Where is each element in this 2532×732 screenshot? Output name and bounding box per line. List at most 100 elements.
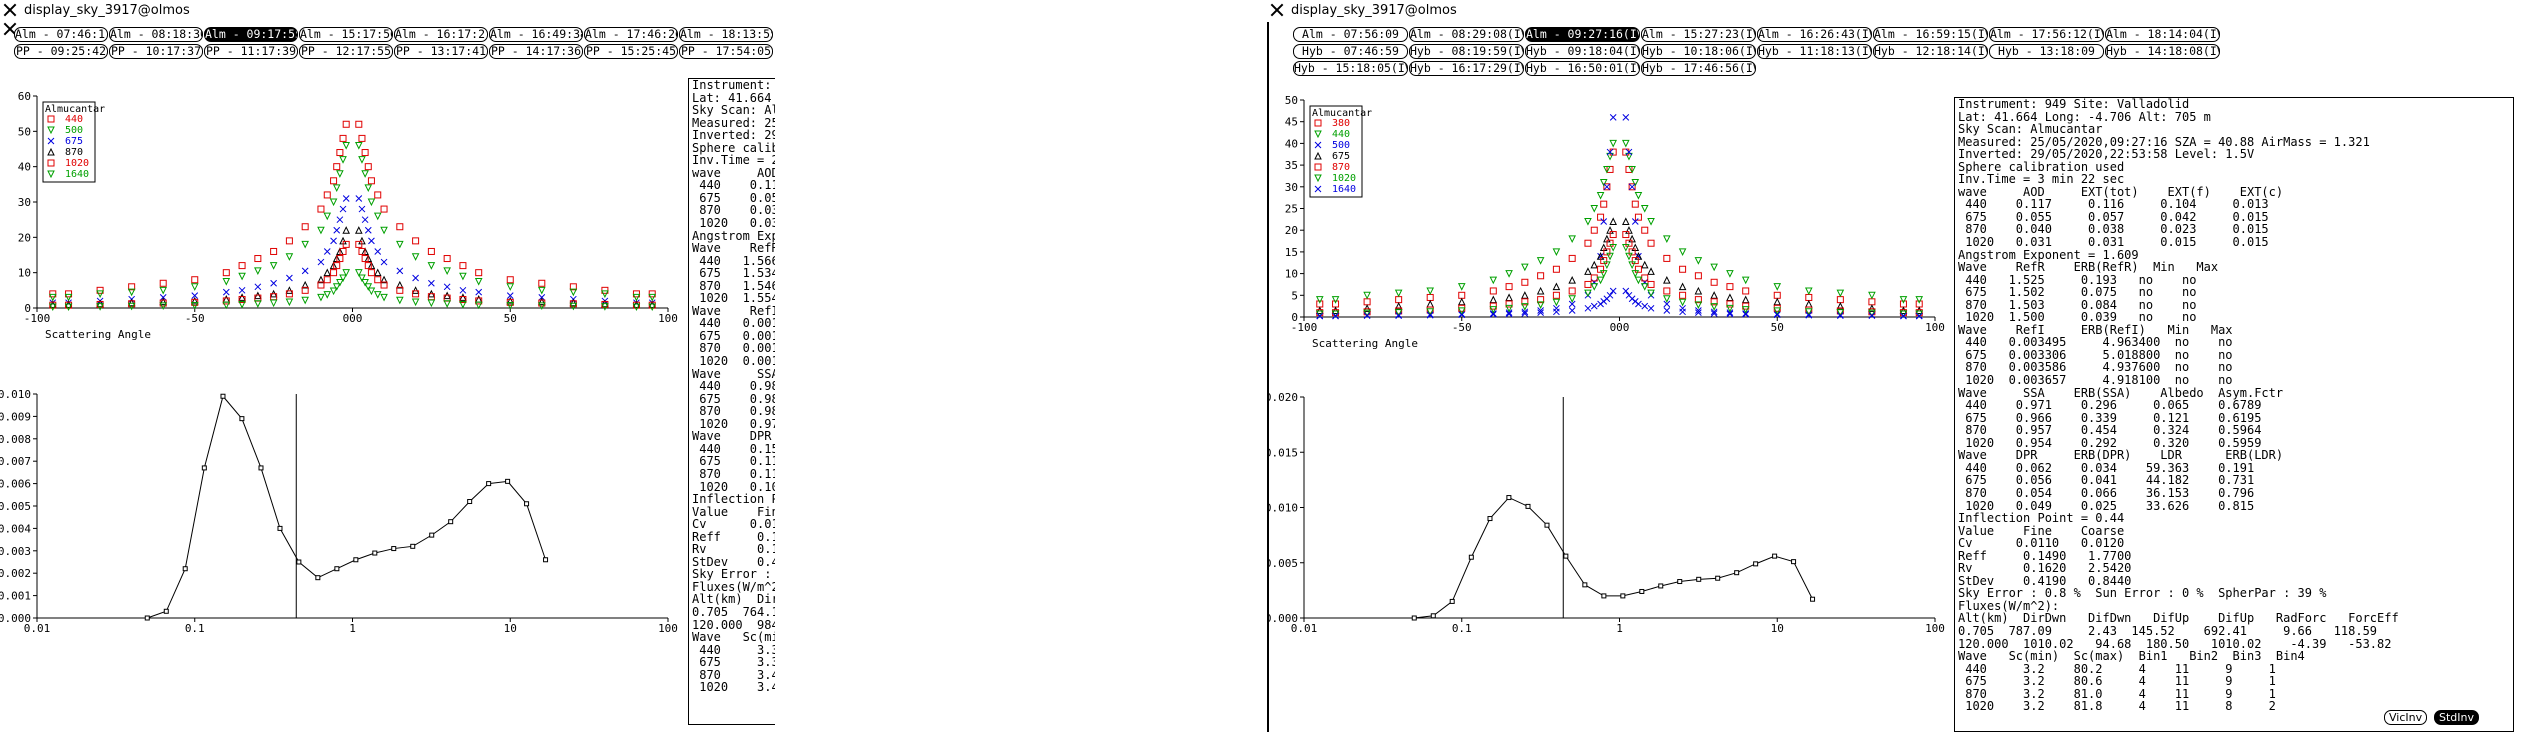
scan-button[interactable]: Hyb - 12:18:14(IV) — [1873, 44, 1988, 59]
data-point — [355, 226, 363, 234]
data-point — [475, 297, 483, 305]
scan-button[interactable]: Alm - 15:27:23(IV) — [1641, 27, 1756, 42]
scan-button[interactable]: Hyb - 07:46:59 — [1293, 44, 1408, 59]
scan-button[interactable]: Alm - 07:46:11 — [14, 27, 108, 42]
info-line: 675 0.966 0.339 0.121 0.6195 — [1958, 410, 2262, 425]
scan-button[interactable]: Hyb - 11:18:13(IV) — [1757, 44, 1872, 59]
data-point — [1521, 278, 1529, 286]
scan-button[interactable]: PP - 15:25:45 — [584, 44, 678, 59]
data-point — [1426, 308, 1435, 316]
data-point — [1625, 148, 1633, 156]
info-line: Sphere calibration used — [692, 140, 775, 155]
scan-button[interactable]: Hyb - 15:18:05(IV) — [1293, 61, 1408, 76]
y-tick-label: 0.020 — [1267, 391, 1298, 404]
data-point — [1544, 522, 1550, 528]
data-point — [601, 290, 609, 298]
scan-button[interactable]: Alm - 08:29:08(IV) — [1409, 27, 1524, 42]
scan-button[interactable]: Alm - 17:46:26(I) — [584, 27, 678, 42]
data-point — [339, 134, 347, 142]
info-line: Cv 0.0110 0.0120 — [1958, 536, 2125, 551]
scan-button[interactable]: Alm - 17:56:12(IV) — [1989, 27, 2104, 42]
data-point — [1590, 205, 1599, 213]
data-point — [1663, 287, 1671, 295]
info-line: 870 0.003586 4.937600 no no — [1958, 360, 2233, 375]
data-point — [459, 296, 467, 304]
series-1640 — [1316, 287, 1923, 320]
scan-button[interactable]: Hyb - 09:18:04(IV) — [1525, 44, 1640, 59]
scan-button[interactable]: Hyb - 14:18:08(IV) — [2105, 44, 2220, 59]
scan-button[interactable]: PP - 12:17:55 — [299, 44, 393, 59]
data-point — [1639, 588, 1645, 594]
data-point — [1316, 312, 1324, 320]
data-point — [144, 615, 150, 621]
info-line: StDev 0.4190 0.8440 — [1958, 573, 2132, 588]
data-point — [486, 481, 492, 487]
data-point — [1631, 270, 1640, 278]
scan-button[interactable]: Hyb - 10:18:06(IV) — [1641, 44, 1756, 59]
stdinv-button[interactable]: StdInv — [2434, 710, 2480, 725]
data-point — [1363, 312, 1371, 320]
info-line: 675 0.056 0.057 0.043 0.015 — [699, 190, 775, 205]
data-point — [1590, 260, 1599, 269]
scan-button[interactable]: Alm - 18:14:04(IV) — [2105, 27, 2220, 42]
legend-title: Almucantar — [1312, 108, 1372, 119]
data-point — [1622, 139, 1630, 148]
data-point — [569, 283, 577, 291]
vicinv-button[interactable]: VicInv — [2384, 710, 2428, 725]
data-point — [1537, 307, 1544, 314]
info-line: 870 3.4 84.3 4 11 8 2 — [699, 667, 775, 682]
data-point — [1603, 261, 1611, 270]
data-point — [254, 291, 262, 300]
x-tick-label: 10 — [504, 622, 517, 635]
data-point — [1603, 183, 1611, 191]
data-point — [1584, 289, 1592, 298]
data-point — [1628, 261, 1636, 270]
scan-button[interactable]: Alm - 16:17:21(I) — [394, 27, 488, 42]
scan-button[interactable]: Alm - 16:59:15(IV) — [1873, 27, 1988, 42]
scan-button[interactable]: Hyb - 13:18:09 — [1989, 44, 2104, 59]
data-point — [1677, 579, 1683, 585]
y-tick-label: 0.009 — [0, 410, 31, 423]
data-point — [269, 262, 278, 270]
scan-button[interactable]: Hyb - 16:50:01(IV) — [1525, 61, 1640, 76]
data-point — [355, 269, 363, 277]
data-point — [1315, 296, 1324, 304]
data-point — [1363, 298, 1371, 306]
data-point — [1641, 274, 1649, 282]
scan-button[interactable]: PP - 13:17:41 — [394, 44, 488, 59]
data-point — [1521, 298, 1529, 306]
data-point — [569, 288, 578, 297]
scan-button[interactable]: PP - 11:17:39 — [204, 44, 298, 59]
scan-button[interactable]: Alm - 16:49:38(I) — [489, 27, 583, 42]
data-point — [1394, 302, 1403, 310]
scan-button[interactable]: PP - 10:17:37 — [109, 44, 203, 59]
data-point — [1568, 295, 1576, 303]
scan-button[interactable]: Hyb - 17:46:56(IV) — [1641, 61, 1756, 76]
data-point — [1631, 200, 1639, 208]
x-tick-label: -50 — [1452, 321, 1472, 334]
scan-button[interactable]: Hyb - 08:19:59(IV) — [1409, 44, 1524, 59]
scan-button[interactable]: PP - 17:54:05 — [679, 44, 773, 59]
x-tick-label: 1 — [349, 622, 356, 635]
data-point — [317, 205, 325, 213]
data-point — [1606, 291, 1614, 299]
info-line: Measured: 25/05/2020,09:17:55 SZA = 42.5… — [692, 115, 775, 130]
data-point — [47, 170, 55, 179]
scan-button[interactable]: Alm - 18:13:55(I) — [679, 27, 773, 42]
scan-button[interactable]: Alm - 07:56:09 — [1293, 27, 1408, 42]
data-point — [648, 300, 657, 308]
scan-button[interactable]: Alm - 15:17:56(I) — [299, 27, 393, 42]
data-point — [339, 247, 347, 255]
data-point — [1679, 308, 1686, 316]
scan-button[interactable]: PP - 09:25:42 — [14, 44, 108, 59]
scan-button[interactable]: Alm - 08:18:30(I) — [109, 27, 203, 42]
info-line: 440 0.116 0.116 0.103 0.013 — [699, 178, 775, 193]
scan-button[interactable]: Alm - 09:17:55(I) — [204, 27, 298, 42]
info-line: wave AOD EXT(tot) EXT(f) EXT(c) — [1958, 184, 2284, 199]
scan-button[interactable]: Hyb - 16:17:29(IV) — [1409, 61, 1524, 76]
scan-button[interactable]: Alm - 09:27:16(IV) — [1525, 27, 1640, 42]
scan-button[interactable]: PP - 14:17:36 — [489, 44, 583, 59]
scan-button[interactable]: Alm - 16:26:43(IV) — [1757, 27, 1872, 42]
data-point — [569, 302, 578, 311]
